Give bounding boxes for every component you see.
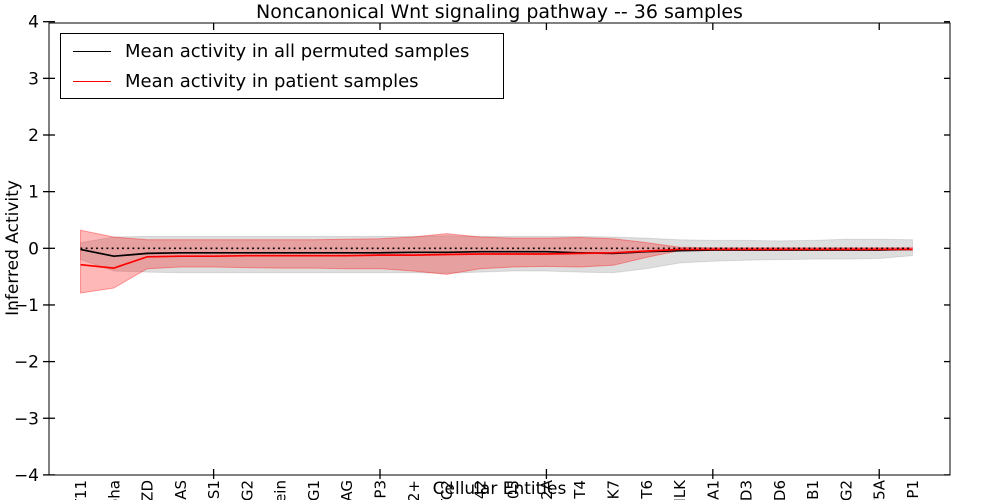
legend-entry-patient: Mean activity in patient samples	[73, 71, 493, 92]
legend-label-patient: Mean activity in patient samples	[125, 70, 419, 92]
y-tick-label: 0	[28, 239, 39, 259]
x-category-label: PLCG1	[305, 480, 323, 500]
x-category-label: MAP3K7IP1	[904, 480, 922, 500]
y-tick-label: 1	[28, 183, 39, 203]
y-tick-label: −4	[14, 466, 39, 486]
confidence-band-patient-band	[80, 229, 913, 294]
y-tick-label: −1	[14, 296, 39, 316]
x-category-label: CSNK1A1	[704, 480, 722, 500]
x-category-label: WNT11	[72, 480, 90, 500]
x-category-label: NLK	[671, 479, 689, 500]
x-category-label: CDC42	[471, 480, 489, 500]
legend-box: Mean activity in all permuted samples Me…	[60, 33, 504, 99]
y-tick-label: 4	[28, 13, 39, 33]
x-category-label: CAMK2A	[538, 479, 556, 500]
x-category-label: G protein	[272, 480, 290, 500]
legend-line-permuted	[73, 50, 111, 52]
x-category-label: GNAS	[172, 480, 190, 500]
x-category-label: mol:Ca2+	[405, 480, 423, 500]
x-category-label: mol:DAG	[338, 480, 356, 500]
x-category-label: YES1	[205, 480, 223, 500]
legend-line-patient	[73, 80, 111, 82]
x-category-label: GNB1	[804, 480, 822, 500]
x-category-label: NFAT1/CK1 alpha	[105, 480, 123, 500]
axes-frame	[48, 22, 951, 476]
x-category-label: WNT4	[571, 480, 589, 500]
x-axis-title: Cellular Entities	[432, 479, 567, 499]
x-category-label: MAP3K7	[604, 480, 622, 500]
x-category-label: WNT6	[638, 480, 656, 500]
x-category-label: FZD3	[738, 480, 756, 500]
x-category-label: NFATC2	[438, 480, 456, 500]
y-tick-label: −2	[14, 353, 39, 373]
x-category-label: mol:IP3	[372, 480, 390, 500]
x-category-label: FZD6	[771, 480, 789, 500]
x-category-label: GNG2	[837, 480, 855, 500]
y-axis-title: Inferred Activity	[3, 180, 23, 316]
y-tick-label: 3	[28, 69, 39, 89]
x-category-label: GNB1/GNG2	[238, 480, 256, 500]
chart-title: Noncanonical Wnt signaling pathway -- 36…	[256, 1, 743, 23]
x-category-label: GO:0007205	[505, 480, 523, 500]
y-tick-label: 2	[28, 126, 39, 146]
legend-entry-permuted: Mean activity in all permuted samples	[73, 41, 493, 62]
y-tick-label: −3	[14, 409, 39, 429]
line-patient-mean	[80, 248, 913, 269]
legend-label-permuted: Mean activity in all permuted samples	[125, 40, 470, 62]
x-category-label: WNT5A	[871, 479, 889, 500]
